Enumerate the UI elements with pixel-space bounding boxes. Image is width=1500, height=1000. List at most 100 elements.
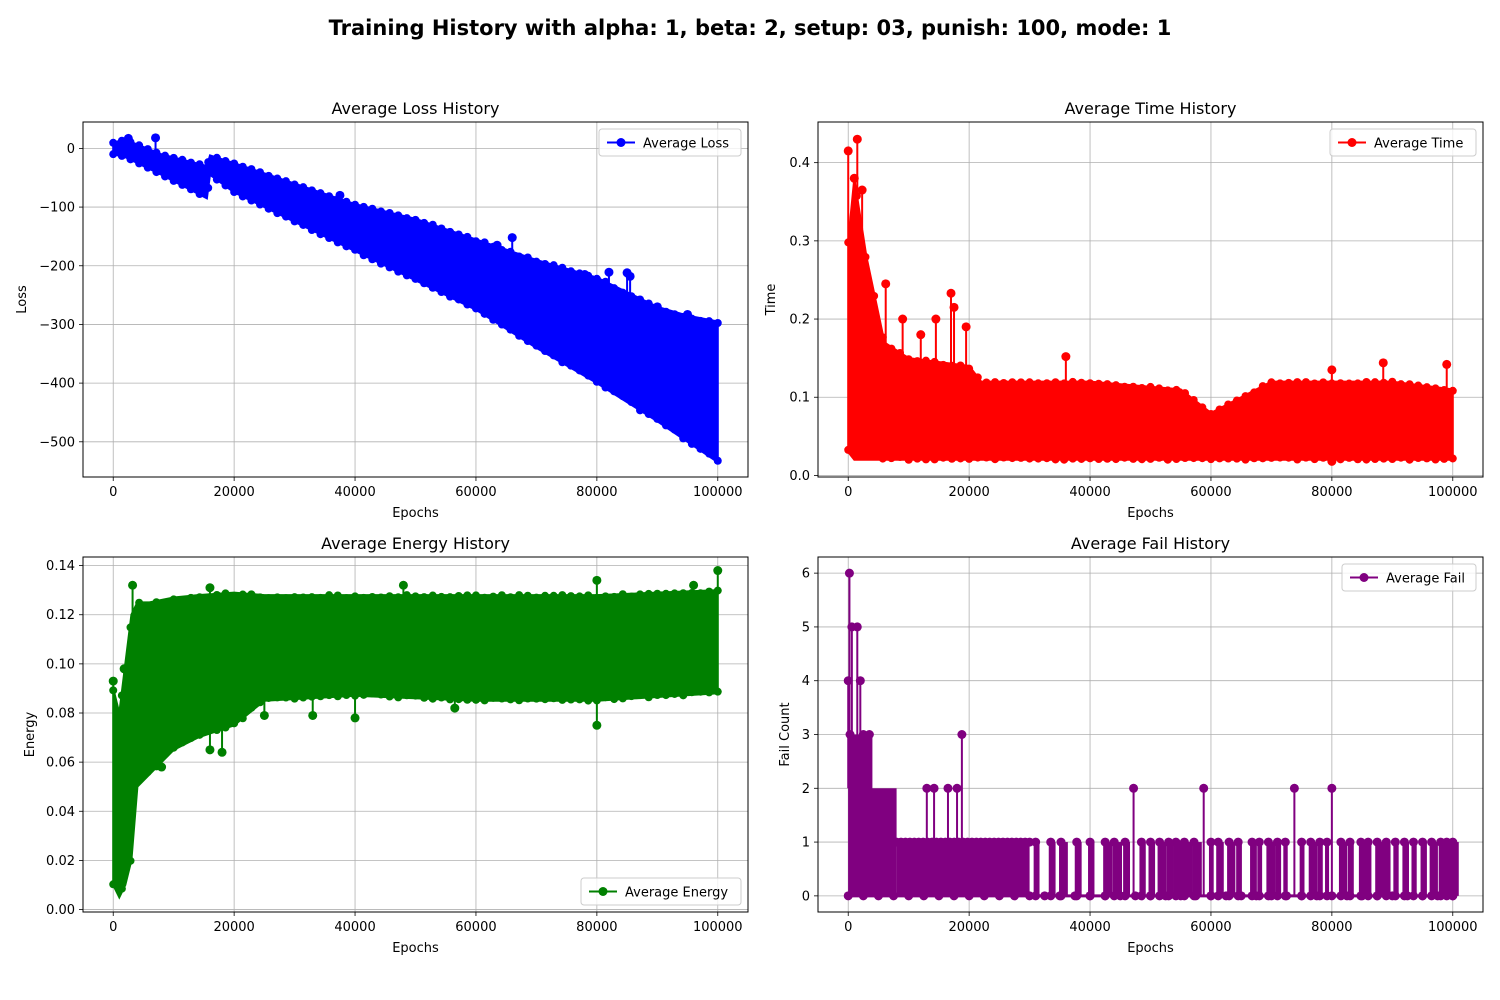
time-series-point (881, 279, 891, 289)
loss-series-plot (109, 133, 722, 465)
loss-series-point (687, 439, 696, 448)
energy-series-point (446, 695, 455, 704)
energy-series-point (592, 720, 602, 730)
energy-ytick-label: 0.06 (46, 756, 75, 771)
loss-series-point (420, 218, 429, 227)
energy-series-point (575, 695, 584, 704)
loss-series-point (480, 309, 489, 318)
fail-series-point (1433, 891, 1443, 901)
loss-series-point (446, 292, 455, 301)
fail-series-point (843, 676, 853, 686)
fail-series-point (957, 730, 967, 739)
energy-series-point (161, 598, 170, 607)
fail-series-point (1056, 837, 1066, 847)
fail-series-band (896, 842, 1030, 896)
time-series-point (1129, 382, 1138, 391)
fail-ytick-label: 3 (802, 728, 810, 743)
energy-xtick-label: 40000 (334, 920, 375, 935)
energy-series-point (670, 589, 679, 598)
energy-series-point (398, 580, 408, 590)
time-series-point (1440, 454, 1449, 463)
energy-series-point (333, 591, 342, 600)
time-series-point (1215, 454, 1224, 463)
energy-series-point (549, 694, 558, 703)
time-series-point (1051, 455, 1060, 464)
fail-series-point (1322, 837, 1332, 847)
energy-series-point (437, 592, 446, 601)
energy-series-point (532, 694, 541, 703)
time-series-point (1077, 454, 1086, 463)
fail-series-spike (1411, 842, 1417, 896)
energy-series-point (713, 586, 722, 595)
time-series-point (1042, 379, 1051, 388)
loss-series-point (592, 274, 601, 283)
energy-series-point (230, 719, 239, 728)
loss-series-point (705, 317, 714, 326)
loss-series-point (463, 232, 472, 241)
loss-series-point (281, 212, 290, 221)
fail-series-spike (1420, 842, 1427, 896)
time-series-point (947, 454, 956, 463)
energy-series-point (592, 575, 602, 585)
loss-series-point (385, 263, 394, 272)
loss-ytick-label: −500 (39, 435, 75, 450)
energy-series-point (256, 698, 265, 707)
energy-series-point (713, 687, 722, 696)
time-series-plot (843, 134, 1457, 466)
fail-series-point (844, 568, 854, 578)
loss-series-point (610, 284, 619, 293)
energy-series-point (109, 880, 118, 889)
energy-series-point (696, 589, 705, 598)
fail-series-point (1120, 837, 1130, 847)
time-series-point (1448, 454, 1457, 463)
time-series-point (1181, 389, 1190, 398)
fail-series-spike (1112, 842, 1123, 896)
loss-series-point (351, 200, 360, 209)
energy-series-point (566, 592, 575, 601)
loss-xtick-label: 20000 (213, 485, 254, 500)
energy-ytick-label: 0.14 (46, 559, 75, 574)
energy-series-point (618, 694, 627, 703)
energy-series-point (117, 884, 126, 893)
fail-series-point (929, 783, 939, 793)
loss-series-point (178, 155, 187, 164)
energy-series-point (108, 676, 118, 686)
time-xtick-label: 100000 (1428, 485, 1478, 500)
time-series-point (1034, 454, 1043, 463)
loss-series-point (454, 295, 463, 304)
fail-series-spike (1123, 842, 1131, 896)
loss-series-point (566, 267, 575, 276)
fail-series-point (1408, 837, 1418, 847)
loss-series-point (109, 150, 118, 159)
time-series-point (852, 134, 862, 144)
time-series-point (1336, 455, 1345, 464)
energy-series-point (308, 710, 318, 720)
loss-series-point (713, 319, 722, 328)
energy-series-point (126, 856, 135, 865)
fail-series-point (1025, 891, 1035, 901)
loss-series-point (247, 165, 256, 174)
time-legend: Average Time (1329, 128, 1477, 157)
energy-series-point (705, 587, 714, 596)
fail-series-point (1297, 891, 1307, 901)
fail-series-point (873, 891, 883, 901)
fail-series-point (979, 891, 989, 901)
energy-series-point (463, 695, 472, 704)
time-series-point (1232, 396, 1241, 405)
fail-series-point (1345, 837, 1355, 847)
fail-series-spike (1450, 842, 1459, 896)
fail-series-spike (1308, 842, 1318, 896)
fail-grid (818, 557, 1483, 912)
fail-history-chart: 0 20000 40000 60000 80000 100000 0 1 2 3 4 5 6 Averag… (778, 534, 1484, 956)
time-series-point (930, 455, 939, 464)
time-xtick-label: 80000 (1311, 485, 1352, 500)
time-series-point (1431, 455, 1440, 464)
time-series-point (1327, 365, 1337, 375)
energy-series-point (230, 592, 239, 601)
time-series-point (931, 314, 941, 324)
energy-series-point (205, 583, 215, 593)
energy-series-point (247, 703, 256, 712)
energy-series-point (402, 691, 411, 700)
time-series-point (1198, 403, 1207, 412)
time-series-point (1016, 378, 1025, 387)
